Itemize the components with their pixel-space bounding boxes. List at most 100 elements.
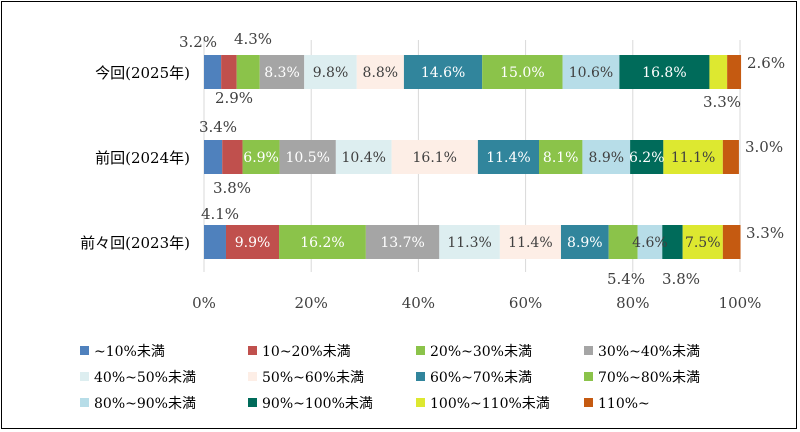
bar-segment	[204, 140, 223, 174]
data-label: 6.9%	[243, 150, 279, 166]
legend-label: ~10%未満	[94, 344, 165, 360]
legend-swatch	[416, 346, 425, 355]
bar-segment	[477, 140, 539, 174]
data-label: 10.6%	[569, 65, 613, 81]
data-label: 6.2%	[629, 150, 665, 166]
data-label: 2.9%	[215, 89, 253, 107]
bar-segment	[722, 140, 739, 174]
bar-segment	[204, 55, 222, 89]
data-label: 11.4%	[508, 235, 552, 251]
x-tick-label: 0%	[192, 294, 216, 312]
data-label: 16.1%	[413, 150, 457, 166]
legend-swatch	[248, 398, 257, 407]
bar-segment	[225, 225, 280, 259]
legend-swatch	[416, 372, 425, 381]
bar-segment	[663, 140, 723, 174]
legend-label: 60%~70%未満	[430, 370, 532, 386]
bar-segment	[539, 140, 583, 174]
data-label: 3.3%	[746, 224, 784, 242]
data-label: 15.0%	[500, 65, 544, 81]
data-label: 9.8%	[313, 65, 349, 81]
data-label: 8.3%	[264, 65, 300, 81]
bar-segment	[403, 55, 483, 89]
legend-swatch	[584, 398, 593, 407]
bar-segment	[722, 225, 741, 259]
legend-label: 110%~	[598, 396, 650, 412]
data-label: 4.6%	[632, 235, 668, 251]
category-label: 今回(2025年)	[95, 64, 190, 82]
data-label: 7.5%	[685, 235, 721, 251]
data-label: 3.2%	[179, 33, 217, 51]
legend-label: 50%~60%未満	[262, 370, 364, 386]
data-label: 10.4%	[341, 150, 385, 166]
data-label: 11.1%	[671, 150, 715, 166]
data-label: 3.3%	[703, 93, 741, 111]
category-label: 前回(2024年)	[95, 149, 190, 167]
bar-segment	[499, 225, 561, 259]
data-label: 4.1%	[201, 205, 239, 223]
data-label: 3.8%	[213, 179, 251, 197]
bar-segment	[709, 55, 728, 89]
data-label: 2.6%	[747, 54, 785, 72]
data-label: 3.8%	[662, 270, 700, 288]
bar-segment	[259, 55, 305, 89]
data-label: 8.8%	[363, 65, 399, 81]
legend-label: 10~20%未満	[262, 344, 351, 360]
x-tick-label: 60%	[509, 294, 542, 312]
data-label: 14.6%	[421, 65, 465, 81]
category-label: 前々回(2023年)	[80, 234, 190, 252]
bar-segment	[560, 225, 609, 259]
bar-segment	[608, 225, 638, 259]
data-label: 3.4%	[199, 118, 237, 136]
x-tick-label: 100%	[719, 294, 762, 312]
legend-label: 20%~30%未満	[430, 344, 532, 360]
bar-segment	[582, 140, 631, 174]
x-tick-label: 20%	[295, 294, 328, 312]
data-label: 11.4%	[486, 150, 530, 166]
data-label: 5.4%	[607, 270, 645, 288]
legend-label: 30%~40%未満	[598, 344, 700, 360]
legend-label: 80%~90%未満	[94, 396, 196, 412]
bar-segment	[221, 55, 237, 89]
bar-segment	[727, 55, 742, 89]
data-label: 16.8%	[642, 65, 686, 81]
legend-label: 90%~100%未満	[262, 396, 373, 412]
bar-segment	[637, 225, 663, 259]
data-label: 11.3%	[447, 235, 491, 251]
legend-label: 70%~80%未満	[598, 370, 700, 386]
bar-segment	[682, 225, 723, 259]
legend-swatch	[80, 372, 89, 381]
bar-segment	[619, 55, 710, 89]
x-tick-label: 40%	[402, 294, 435, 312]
legend-swatch	[80, 398, 89, 407]
data-label: 9.9%	[235, 235, 271, 251]
data-label: 13.7%	[380, 235, 424, 251]
data-label: 3.0%	[745, 138, 783, 156]
legend-label: 40%~50%未満	[94, 370, 196, 386]
data-label: 8.1%	[543, 150, 579, 166]
bar-segment	[279, 225, 366, 259]
data-label: 16.2%	[300, 235, 344, 251]
bar-segment	[222, 140, 243, 174]
bar-segment	[335, 140, 392, 174]
legend-swatch	[584, 346, 593, 355]
data-label: 8.9%	[588, 150, 624, 166]
legend-label: 100%~110%未満	[430, 396, 550, 412]
legend-swatch	[416, 398, 425, 407]
data-label: 8.9%	[567, 235, 603, 251]
data-label: 10.5%	[285, 150, 329, 166]
legend-swatch	[248, 346, 257, 355]
bar-segment	[391, 140, 478, 174]
legend-swatch	[248, 372, 257, 381]
bar-segment	[279, 140, 336, 174]
bar-segment	[365, 225, 440, 259]
bar-segment	[439, 225, 500, 259]
bar-segment	[630, 140, 664, 174]
data-label: 4.3%	[234, 30, 272, 48]
bar-segment	[242, 140, 280, 174]
legend-swatch	[584, 372, 593, 381]
bar-segment	[482, 55, 563, 89]
bar-segment	[304, 55, 357, 89]
